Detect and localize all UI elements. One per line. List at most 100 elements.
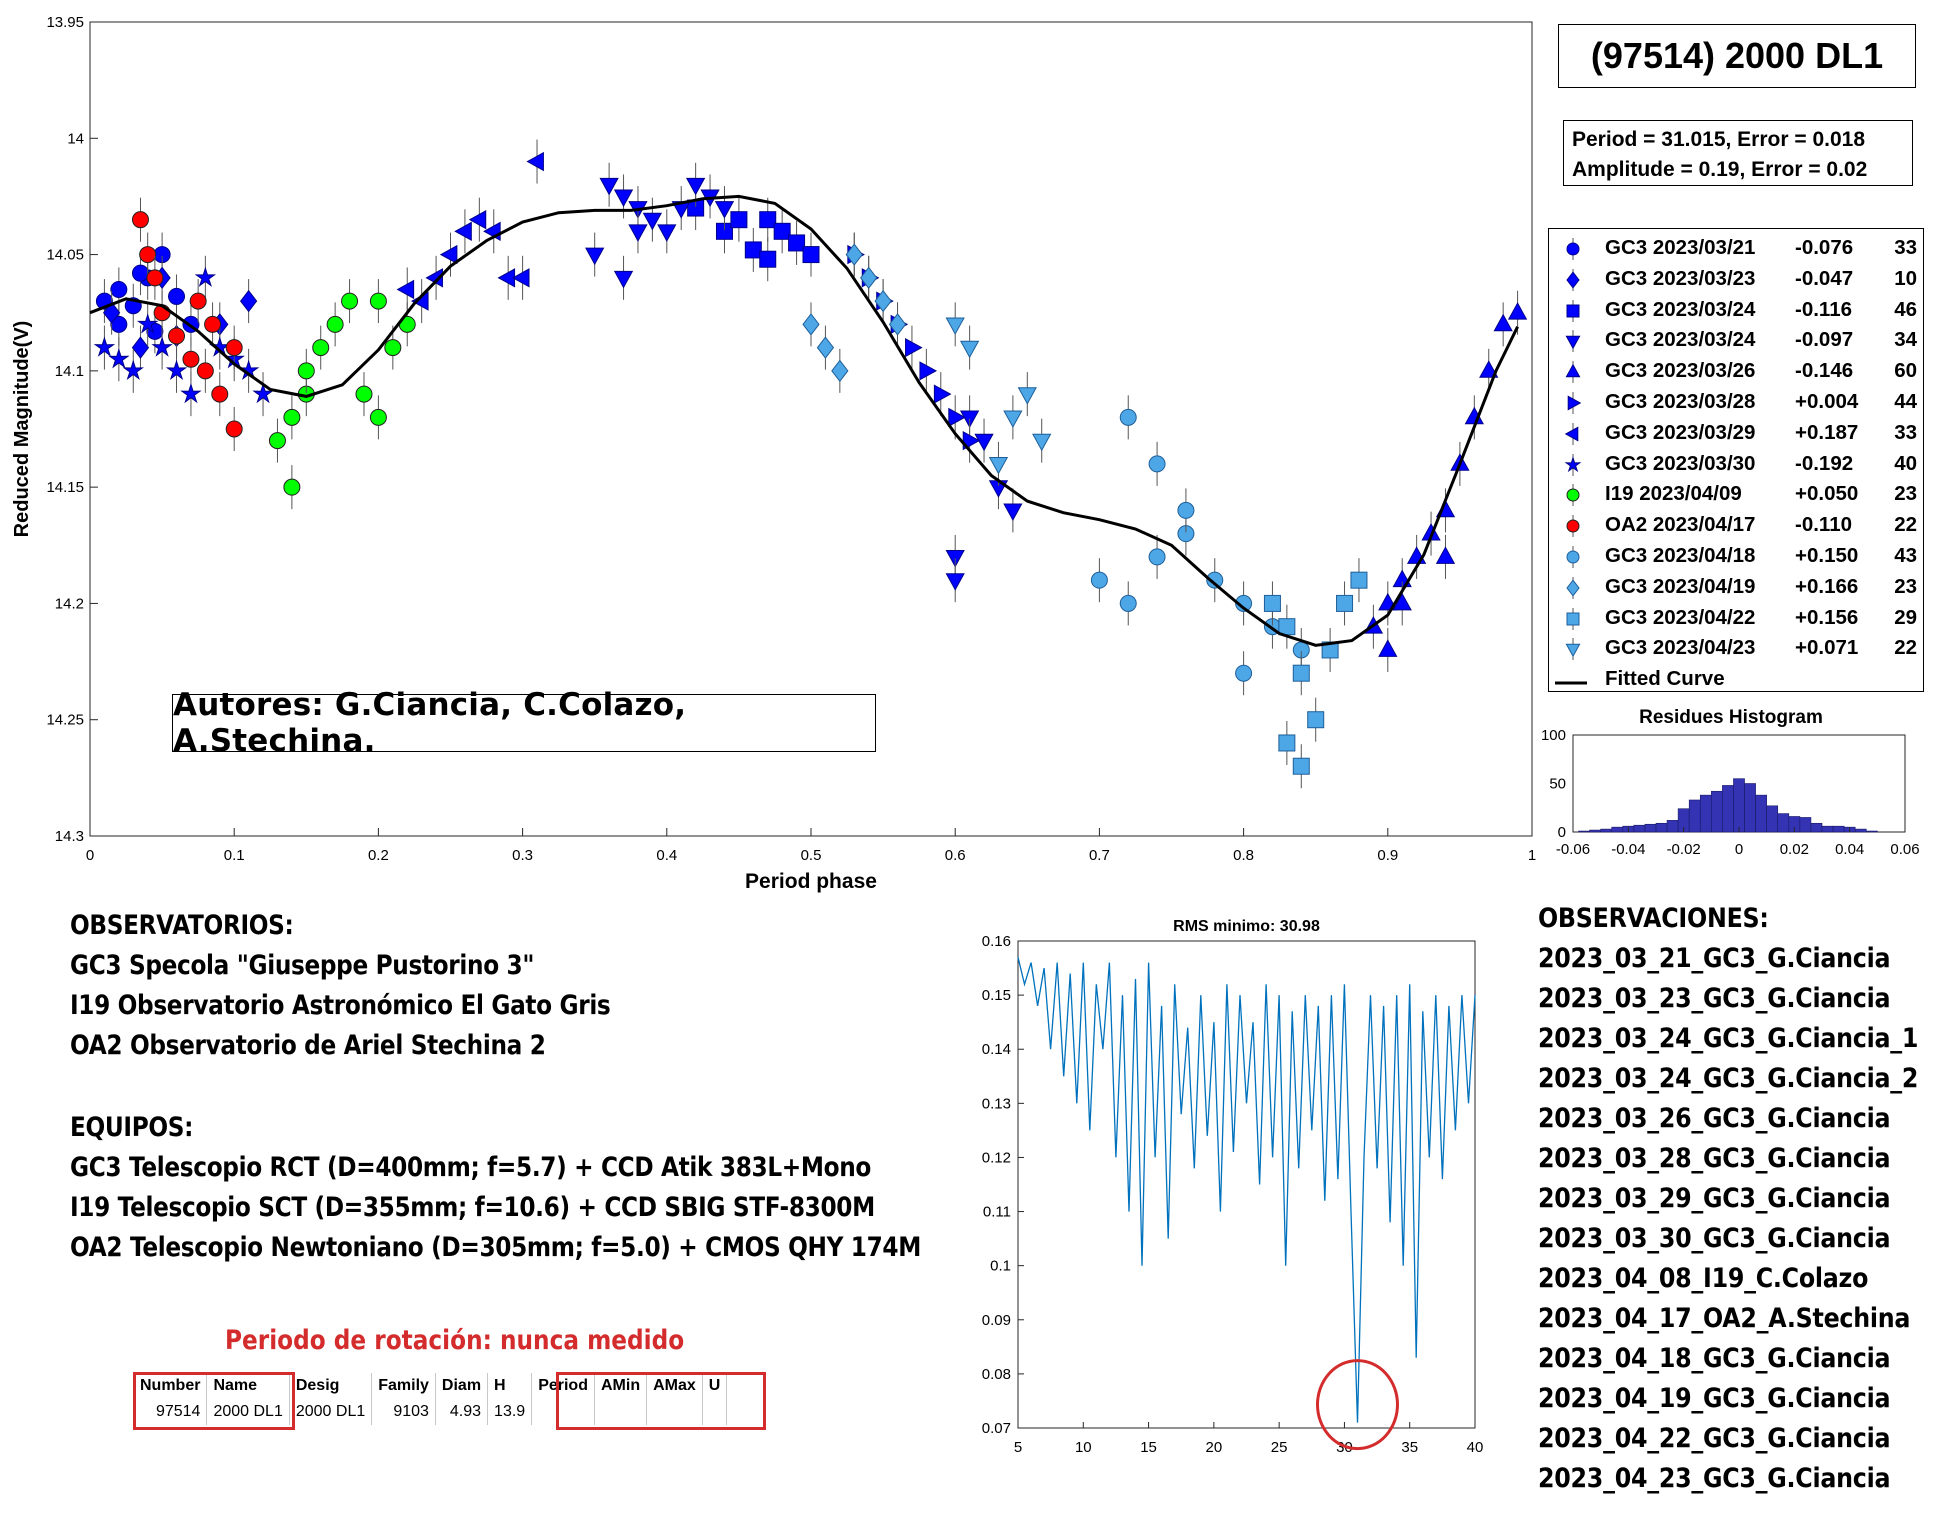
data-point — [180, 382, 202, 404]
pgram-y-tick-label: 0.08 — [982, 1366, 1011, 1383]
table-header: AMax — [646, 1373, 703, 1399]
data-point — [1148, 548, 1166, 566]
observacion-line: 2023_03_29_GC3_G.Ciancia — [1538, 1183, 1891, 1214]
x-tick-label: 0.5 — [801, 847, 822, 864]
legend-marker — [1566, 271, 1580, 289]
legend-count: 22 — [1894, 636, 1917, 660]
legend-count: 23 — [1894, 574, 1917, 598]
legend-entry: GC3 2023/04/22 +0.156 29 — [1549, 603, 1925, 633]
data-point — [1392, 592, 1412, 611]
legend-marker — [1566, 550, 1580, 564]
data-point — [1206, 571, 1224, 589]
data-point — [131, 336, 150, 359]
legend-entry: GC3 2023/03/28 +0.004 44 — [1549, 387, 1925, 417]
data-point — [962, 430, 981, 451]
data-point — [773, 222, 791, 240]
table-cell — [646, 1399, 703, 1425]
equipo-line: OA2 Telescopio Newtoniano (D=305mm; f=5.… — [70, 1232, 921, 1263]
data-point — [136, 313, 159, 334]
legend-entry: GC3 2023/04/23 +0.071 22 — [1549, 633, 1925, 663]
legend-offset: +0.156 — [1795, 605, 1859, 629]
object-title: (97514) 2000 DL1 — [1558, 24, 1916, 88]
data-point — [1263, 594, 1281, 612]
data-point — [204, 315, 222, 333]
data-point — [355, 385, 373, 403]
table-header: Name — [206, 1373, 290, 1399]
legend-offset: -0.116 — [1795, 297, 1852, 321]
data-point — [831, 359, 849, 383]
table-header: AMin — [594, 1373, 648, 1399]
data-point — [131, 211, 149, 229]
legend-label: GC3 2023/03/24 — [1605, 328, 1756, 352]
periodogram-title: RMS minimo: 30.98 — [1173, 918, 1320, 935]
legend-label: GC3 2023/04/22 — [1605, 605, 1756, 629]
observacion-line: 2023_03_28_GC3_G.Ciancia — [1538, 1143, 1891, 1174]
data-point — [211, 385, 229, 403]
legend-count: 22 — [1894, 513, 1917, 537]
table-header: Diam — [435, 1373, 489, 1399]
y-tick-label: 14.2 — [55, 595, 84, 612]
legend-marker — [1567, 395, 1582, 411]
observacion-line: 2023_03_24_GC3_G.Ciancia_2 — [1538, 1063, 1919, 1094]
table-cell: 97514 — [134, 1399, 208, 1425]
data-point — [131, 264, 149, 282]
data-point — [1032, 433, 1052, 452]
data-point — [1235, 664, 1253, 682]
legend-count: 29 — [1894, 605, 1917, 629]
legend-marker — [1564, 455, 1582, 472]
legend-offset: +0.150 — [1795, 544, 1859, 567]
data-point — [1307, 711, 1325, 729]
data-point — [189, 292, 207, 310]
y-tick-label: 14 — [67, 130, 84, 147]
y-axis-label: Reduced Magnitude(V) — [11, 321, 33, 538]
table-cell — [702, 1399, 728, 1425]
legend-entry: Fitted Curve — [1549, 664, 1925, 694]
observacion-line: 2023_03_21_GC3_G.Ciancia — [1538, 943, 1891, 974]
data-point — [988, 456, 1009, 475]
x-tick-label: 0.3 — [512, 847, 533, 864]
x-tick-label: 0.2 — [368, 847, 389, 864]
table-header: U — [702, 1373, 728, 1399]
observacion-line: 2023_04_18_GC3_G.Ciancia — [1538, 1343, 1891, 1374]
legend-label: GC3 2023/03/28 — [1605, 390, 1756, 413]
data-point — [139, 246, 157, 264]
legend-marker — [1566, 519, 1580, 533]
equipo-line: I19 Telescopio SCT (D=355mm; f=10.6) + C… — [70, 1192, 875, 1223]
legend-label: GC3 2023/04/19 — [1605, 574, 1756, 598]
data-point — [613, 270, 634, 289]
legend-label: GC3 2023/03/24 — [1605, 297, 1756, 321]
legend-offset: +0.166 — [1795, 574, 1859, 598]
legend-count: 46 — [1894, 297, 1917, 321]
y-tick-label: 14.3 — [55, 828, 84, 845]
data-point — [1378, 639, 1398, 657]
data-point — [194, 266, 217, 287]
legend-entry: GC3 2023/03/21 -0.076 33 — [1549, 233, 1925, 263]
observatorio-line: I19 Observatorio Astronómico El Gato Gri… — [70, 990, 611, 1021]
table-cell: 2000 DL1 — [206, 1399, 290, 1425]
data-point — [714, 201, 735, 219]
observatorios-heading: OBSERVATORIOS: — [70, 910, 294, 941]
legend-marker-icon — [1566, 268, 1580, 291]
data-point — [122, 359, 144, 380]
y-tick-label: 14.05 — [46, 247, 84, 264]
legend-entry: GC3 2023/03/24 -0.116 46 — [1549, 295, 1925, 325]
legend-count: 23 — [1894, 482, 1917, 506]
data-point — [945, 573, 965, 591]
pgram-y-tick-label: 0.09 — [982, 1312, 1011, 1329]
legend-marker — [1566, 579, 1580, 597]
table-cell: 9103 — [371, 1399, 436, 1425]
data-point — [252, 382, 274, 404]
legend-entry: GC3 2023/03/26 -0.146 60 — [1549, 356, 1925, 386]
data-point — [599, 177, 619, 196]
data-point — [297, 362, 315, 380]
data-point — [239, 289, 258, 313]
legend-marker-icon — [1564, 422, 1579, 445]
data-point — [642, 212, 663, 231]
legend-offset: -0.076 — [1795, 236, 1854, 259]
data-point — [759, 211, 777, 229]
legend-marker — [1566, 488, 1580, 502]
data-point — [788, 234, 806, 252]
data-point — [1292, 757, 1310, 775]
legend-marker-icon — [1555, 681, 1587, 685]
data-point — [1292, 664, 1310, 682]
